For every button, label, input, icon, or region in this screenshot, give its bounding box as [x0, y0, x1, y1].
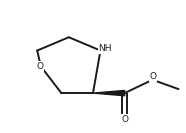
Polygon shape — [93, 90, 125, 96]
Text: O: O — [36, 62, 44, 71]
Text: O: O — [121, 115, 128, 124]
Text: NH: NH — [98, 44, 112, 53]
Text: O: O — [150, 72, 157, 81]
